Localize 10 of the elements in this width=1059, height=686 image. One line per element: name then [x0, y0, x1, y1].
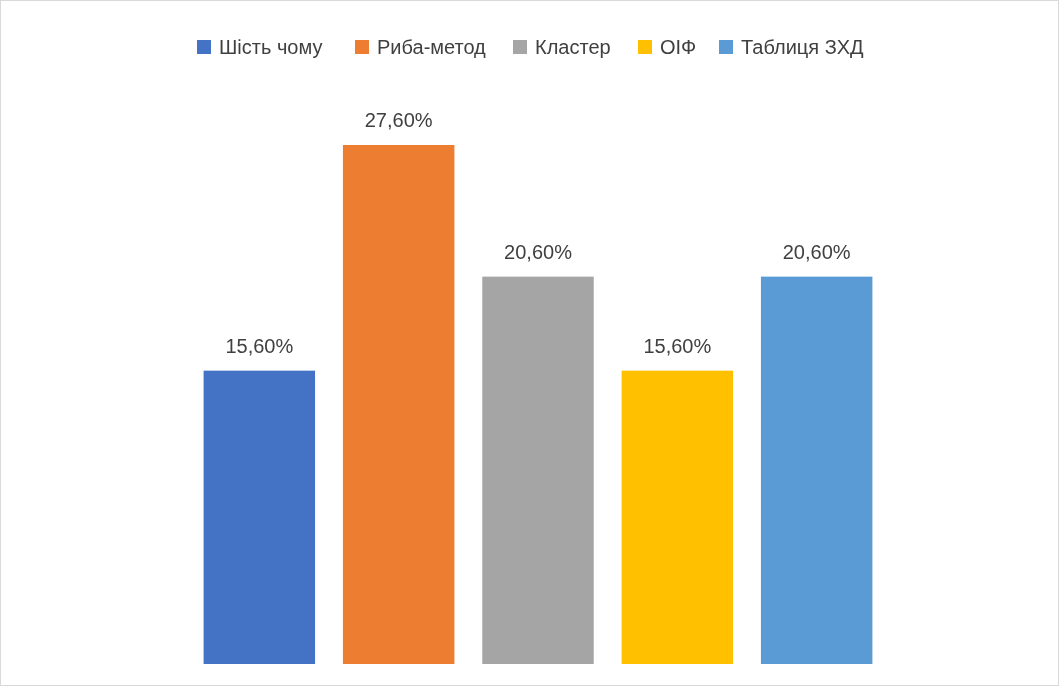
legend-label: ОІФ [660, 36, 697, 58]
data-label: 27,60% [364, 109, 433, 131]
legend-label: Шість чому [219, 36, 323, 58]
data-label: 20,60% [504, 240, 573, 263]
data-label: 15,60% [225, 334, 294, 357]
legend-label: Кластер [535, 36, 611, 58]
data-label: 15,60% [643, 334, 712, 357]
data-label: 20,60% [782, 240, 851, 263]
legend-label: Риба-метод [377, 36, 487, 58]
legend-label: Таблиця ЗХД [741, 36, 865, 58]
